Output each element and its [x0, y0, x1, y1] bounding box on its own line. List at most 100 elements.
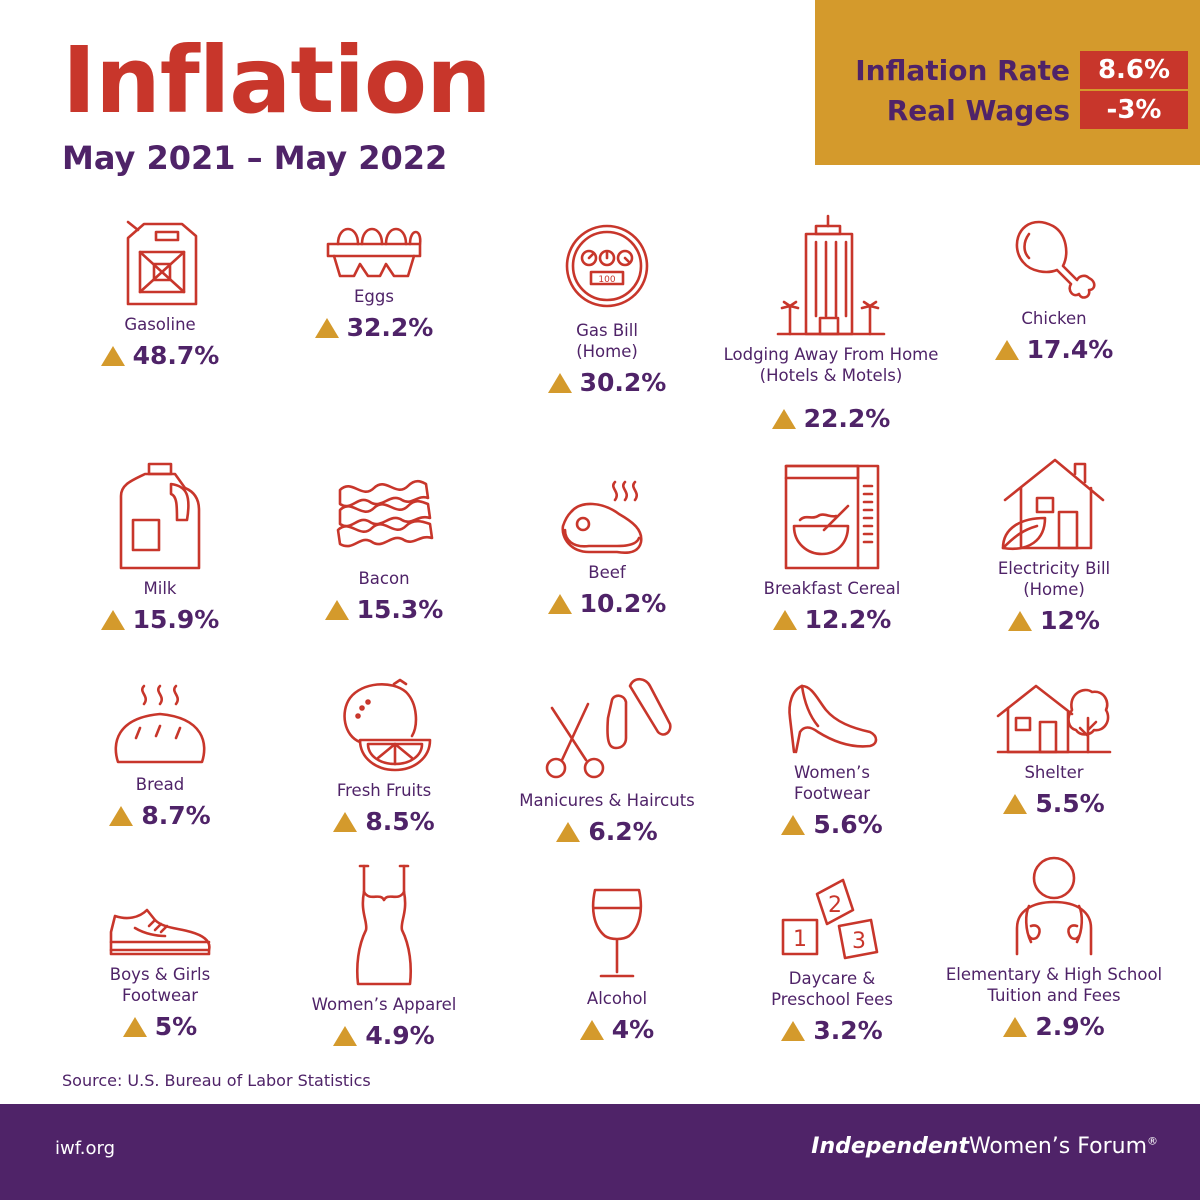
up-triangle-icon	[122, 1016, 147, 1037]
up-triangle-icon	[771, 408, 796, 429]
gas-meter-icon: 100	[565, 224, 649, 308]
category-item: Shelter 5.5%	[934, 682, 1174, 818]
website-link[interactable]: iwf.org	[55, 1138, 115, 1159]
item-change: 3.2%	[712, 1016, 952, 1045]
item-percent: 15.3%	[356, 595, 444, 624]
item-change: 48.7%	[40, 341, 280, 370]
item-label: Chicken	[1021, 309, 1087, 328]
item-change: 5.5%	[934, 789, 1174, 818]
citrus-fruit-icon	[343, 678, 432, 772]
category-item: Elementary & High School Tuition and Fee…	[934, 854, 1174, 1041]
category-item: Manicures & Haircuts 6.2%	[487, 672, 727, 846]
up-triangle-icon	[579, 1019, 604, 1040]
item-change: 32.2%	[254, 313, 494, 342]
up-triangle-icon	[994, 339, 1019, 360]
item-percent: 5.5%	[1035, 789, 1105, 818]
item-label: Bacon	[358, 569, 410, 588]
item-label: Milk	[143, 579, 177, 598]
item-change: 12.2%	[712, 605, 952, 634]
category-item: Women’s Apparel 4.9%	[264, 862, 504, 1050]
category-item: Beef 10.2%	[487, 478, 727, 618]
up-triangle-icon	[547, 372, 572, 393]
item-label: Women’s Apparel	[311, 995, 457, 1014]
item-label: Eggs	[354, 287, 394, 306]
up-triangle-icon	[100, 345, 125, 366]
item-percent: 8.5%	[365, 807, 435, 836]
wine-glass-icon	[591, 888, 643, 978]
item-change: 8.5%	[264, 807, 504, 836]
up-triangle-icon	[333, 1025, 358, 1046]
house-tree-icon	[996, 684, 1112, 754]
category-item: Fresh Fruits 8.5%	[264, 678, 504, 836]
bacon-icon	[336, 479, 434, 548]
up-triangle-icon	[1003, 1016, 1028, 1037]
up-triangle-icon	[772, 609, 797, 630]
category-item: Chicken 17.4%	[934, 218, 1174, 364]
svg-text:100: 100	[598, 275, 615, 285]
item-change: 15.9%	[40, 605, 280, 634]
item-change: 5.6%	[712, 810, 952, 839]
item-percent: 32.2%	[346, 313, 434, 342]
category-item: 100 Gas Bill (Home) 30.2%	[487, 218, 727, 397]
eco-house-icon	[1001, 458, 1105, 551]
dress-icon	[355, 864, 413, 986]
up-triangle-icon	[547, 593, 572, 614]
high-heel-icon	[788, 684, 878, 754]
up-triangle-icon	[781, 1020, 806, 1041]
item-label: Gasoline	[124, 315, 196, 334]
bread-icon	[114, 684, 206, 764]
up-triangle-icon	[100, 609, 125, 630]
item-percent: 4.9%	[365, 1021, 435, 1050]
item-percent: 6.2%	[588, 817, 658, 846]
category-item: Electricity Bill (Home) 12%	[934, 456, 1174, 635]
item-percent: 3.2%	[813, 1016, 883, 1045]
item-change: 6.2%	[487, 817, 727, 846]
real-wages-row: Real Wages -3%	[887, 91, 1188, 129]
category-item: Bacon 15.3%	[264, 470, 504, 624]
item-change: 12%	[934, 606, 1174, 635]
category-item: Eggs 32.2%	[254, 218, 494, 342]
logo-text: Women’s Forum	[968, 1134, 1147, 1159]
inflation-rate-row: Inflation Rate 8.6%	[855, 51, 1188, 89]
up-triangle-icon	[324, 599, 349, 620]
real-wages-value: -3%	[1080, 91, 1188, 129]
item-percent: 48.7%	[132, 341, 220, 370]
sneaker-icon	[109, 908, 211, 956]
steak-icon	[561, 480, 643, 554]
item-label: Bread	[135, 775, 185, 794]
item-label: Elementary & High School Tuition and Fee…	[945, 965, 1163, 1005]
item-label: Gas Bill (Home)	[576, 321, 638, 361]
item-percent: 12%	[1040, 606, 1100, 635]
item-change: 10.2%	[487, 589, 727, 618]
item-percent: 8.7%	[141, 801, 211, 830]
svg-text:1: 1	[793, 927, 807, 952]
item-percent: 22.2%	[803, 404, 891, 433]
footer-bar: iwf.org IndependentWomen’s Forum®	[0, 1104, 1200, 1200]
item-change: 5%	[40, 1012, 280, 1041]
up-triangle-icon	[1008, 610, 1033, 631]
toy-blocks-icon: 1 2 3	[781, 878, 879, 960]
up-triangle-icon	[333, 811, 358, 832]
category-item: Women’s Footwear 5.6%	[712, 682, 952, 839]
item-change: 2.9%	[934, 1012, 1174, 1041]
item-percent: 2.9%	[1035, 1012, 1105, 1041]
summary-rate-box: Inflation Rate 8.6% Real Wages -3%	[815, 0, 1200, 165]
item-percent: 17.4%	[1026, 335, 1114, 364]
item-label: Beef	[588, 563, 626, 582]
egg-carton-icon	[326, 227, 422, 278]
item-label: Lodging Away From Home (Hotels & Motels)	[723, 345, 939, 385]
item-percent: 12.2%	[804, 605, 892, 634]
category-item: 1 2 3 Daycare & Preschool Fees 3.2%	[712, 876, 952, 1045]
iwf-logo: IndependentWomen’s Forum®	[811, 1134, 1158, 1159]
logo-bold-text: Independent	[811, 1134, 969, 1159]
item-percent: 15.9%	[132, 605, 220, 634]
item-label: Alcohol	[586, 989, 648, 1008]
milk-jug-icon	[119, 462, 201, 570]
item-percent: 4%	[611, 1015, 655, 1044]
category-item: Boys & Girls Footwear 5%	[40, 906, 280, 1041]
date-range-subtitle: May 2021 – May 2022	[62, 139, 448, 177]
page-title: Inflation	[62, 27, 492, 134]
item-percent: 5.6%	[813, 810, 883, 839]
up-triangle-icon	[556, 821, 581, 842]
category-item: Lodging Away From Home (Hotels & Motels)…	[711, 212, 951, 433]
